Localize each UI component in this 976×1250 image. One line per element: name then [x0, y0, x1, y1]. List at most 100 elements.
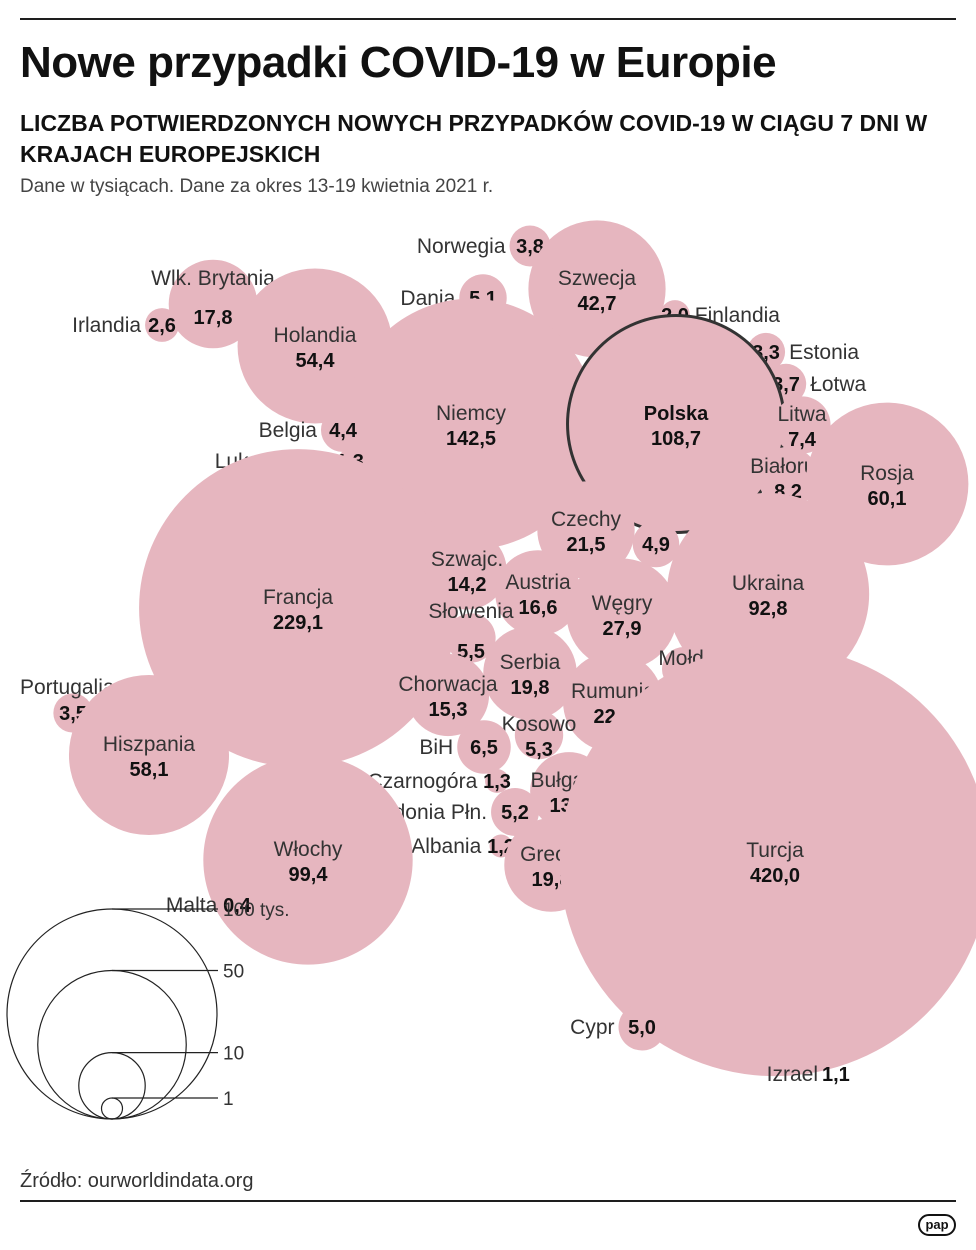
bubble-ukraina: Ukraina 92,8	[666, 492, 870, 696]
bubble-litwa: Litwa 7,4	[773, 396, 831, 454]
bubble-name-chorwacja: Chorwacja	[398, 673, 498, 696]
bubble-value-polska: 108,7	[651, 428, 701, 450]
bubble-circle-slowacja	[632, 520, 680, 568]
bubble-name-bih: BiH	[419, 736, 453, 759]
bubble-circle-izrael	[826, 1038, 850, 1062]
bubble-circle-slowenia	[446, 613, 496, 663]
bubble-value-belgia: 4,4	[329, 420, 358, 442]
bubble-francja: Francja 229,1	[139, 449, 457, 767]
bubble-norwegia: 3,8 Norwegia	[417, 225, 551, 267]
bubble-cypr: 5,0 Cypr	[570, 1003, 666, 1051]
bubble-name-irlandia: Irlandia	[72, 314, 141, 337]
bubble-value-cypr: 5,0	[628, 1017, 656, 1039]
size-legend: 100 tys. 50 10 1	[6, 900, 290, 1120]
bubble-value-izrael: 1,1	[822, 1064, 850, 1086]
bubble-circle-wlk-brytania	[168, 259, 258, 349]
bubble-name-estonia: Estonia	[789, 341, 859, 364]
bubble-name-kosowo: Kosowo	[502, 713, 577, 736]
bubble-value-szwajc: 14,2	[448, 574, 487, 596]
bubble-name-belgia: Belgia	[259, 419, 318, 442]
bubble-value-hiszpania: 58,1	[130, 759, 169, 781]
bubble-name-rosja: Rosja	[860, 462, 914, 485]
bubble-value-irlandia: 2,6	[148, 315, 176, 337]
bubble-szwajc: Szwajc. 14,2	[427, 530, 507, 610]
bubble-name-niemcy: Niemcy	[436, 402, 507, 425]
bubble-serbia: Serbia 19,8	[483, 626, 577, 720]
pap-logo: pap	[918, 1214, 956, 1236]
bubble-circle-turcja	[559, 645, 976, 1077]
bubble-wlk-brytania: Wlk. Brytania 17,8	[151, 259, 275, 349]
bubble-value-rosja: 60,1	[868, 488, 907, 510]
bubble-circle-hiszpania	[68, 674, 230, 836]
bubble-name-slowenia: Słowenia	[428, 600, 514, 623]
bubble-value-wlochy: 99,4	[289, 864, 329, 886]
bubble-name-francja: Francja	[263, 586, 333, 609]
bubble-circle-irlandia	[145, 308, 179, 342]
bubble-circle-francja	[139, 449, 457, 767]
legend-circle-100-tys	[6, 908, 218, 1120]
bubble-name-litwa: Litwa	[777, 403, 826, 426]
bubble-rosja: Rosja 60,1	[805, 402, 969, 566]
bubble-name-albania: Albania	[411, 835, 481, 858]
bubble-name-serbia: Serbia	[500, 651, 561, 674]
bubble-value-kosowo: 5,3	[525, 739, 553, 761]
bubble-circle-czechy	[537, 481, 635, 579]
bubble-name-szwajc: Szwajc.	[431, 548, 503, 571]
bubble-name-holandia: Holandia	[274, 324, 357, 347]
bubble-name-rumunia: Rumunia	[571, 680, 655, 703]
bubble-name-portugalia: Portugalia	[20, 676, 115, 699]
bubble-name-czarnogora: Czarnogóra	[368, 770, 478, 793]
source-note: Źródło: ourworldindata.org	[20, 1170, 254, 1192]
bubble-chorwacja: Chorwacja 15,3	[398, 653, 498, 737]
bubble-name-polska: Polska	[644, 403, 709, 425]
bubble-circle-bialorus	[757, 446, 819, 508]
bubble-value-austria: 16,6	[519, 597, 558, 619]
legend-label-100-tys: 100 tys.	[223, 900, 290, 921]
bubble-circle-wegry	[566, 558, 678, 670]
bubble-name-wlochy: Włochy	[274, 838, 343, 861]
bubble-wegry: Węgry 27,9	[566, 558, 678, 670]
bubble-name-cypr: Cypr	[570, 1016, 614, 1039]
bubble-niemcy: Niemcy 142,5	[345, 298, 597, 550]
data-note: Dane w tysiącach. Dane za okres 13-19 kw…	[20, 176, 494, 197]
bubble-name-norwegia: Norwegia	[417, 235, 506, 258]
bubble-bih: 6,5 BiH	[419, 720, 511, 774]
bubble-value-czechy: 21,5	[567, 534, 606, 556]
bubble-name-austria: Austria	[505, 571, 571, 594]
bubble-irlandia: 2,6 Irlandia	[72, 308, 179, 342]
bubble-value-holandia: 54,4	[296, 350, 336, 372]
bubble-value-litwa: 7,4	[788, 429, 817, 451]
bubble-polska: Polska 108,7	[566, 314, 786, 534]
bubble-name-izrael: Izrael	[767, 1063, 818, 1086]
bubble-circle-kosowo	[514, 710, 564, 760]
bubble-belgia: 4,4 Belgia	[259, 407, 366, 453]
bubble-name-ukraina: Ukraina	[732, 572, 805, 595]
bubble-value-niemcy: 142,5	[446, 428, 496, 450]
bubble-circle-szwajc	[427, 530, 507, 610]
legend-circle-50	[37, 969, 187, 1120]
bubble-value-wegry: 27,9	[603, 618, 642, 640]
bubble-circle-litwa	[773, 396, 831, 454]
bubble-circle-wlochy	[203, 755, 413, 965]
bubble-austria: Austria 16,6	[495, 550, 581, 636]
bubble-name-wlk-brytania: Wlk. Brytania	[151, 267, 275, 290]
bubble-izrael: Izrael 1,1	[767, 1038, 850, 1086]
bubble-value-slowacja: 4,9	[642, 534, 670, 556]
bubble-turcja: Turcja 420,0	[559, 645, 976, 1077]
bubble-name-czechy: Czechy	[551, 508, 622, 531]
bubble-value-francja: 229,1	[273, 612, 323, 634]
bubble-circle-czarnogora	[485, 769, 509, 793]
top-rule	[20, 18, 956, 20]
bubble-name-szwecja: Szwecja	[558, 267, 637, 290]
bubble-circle-cypr	[618, 1003, 666, 1051]
bubble-name-finlandia: Finlandia	[695, 304, 781, 327]
chart-subtitle: LICZBA POTWIERDZONYCH NOWYCH PRZYPADKÓW …	[20, 110, 928, 167]
bubble-circle-malta	[230, 898, 244, 912]
bubble-value-czarnogora: 1,3	[483, 771, 511, 793]
bubble-circle-serbia	[483, 626, 577, 720]
bubble-circle-chorwacja	[406, 653, 490, 737]
bottom-rule	[20, 1200, 956, 1202]
